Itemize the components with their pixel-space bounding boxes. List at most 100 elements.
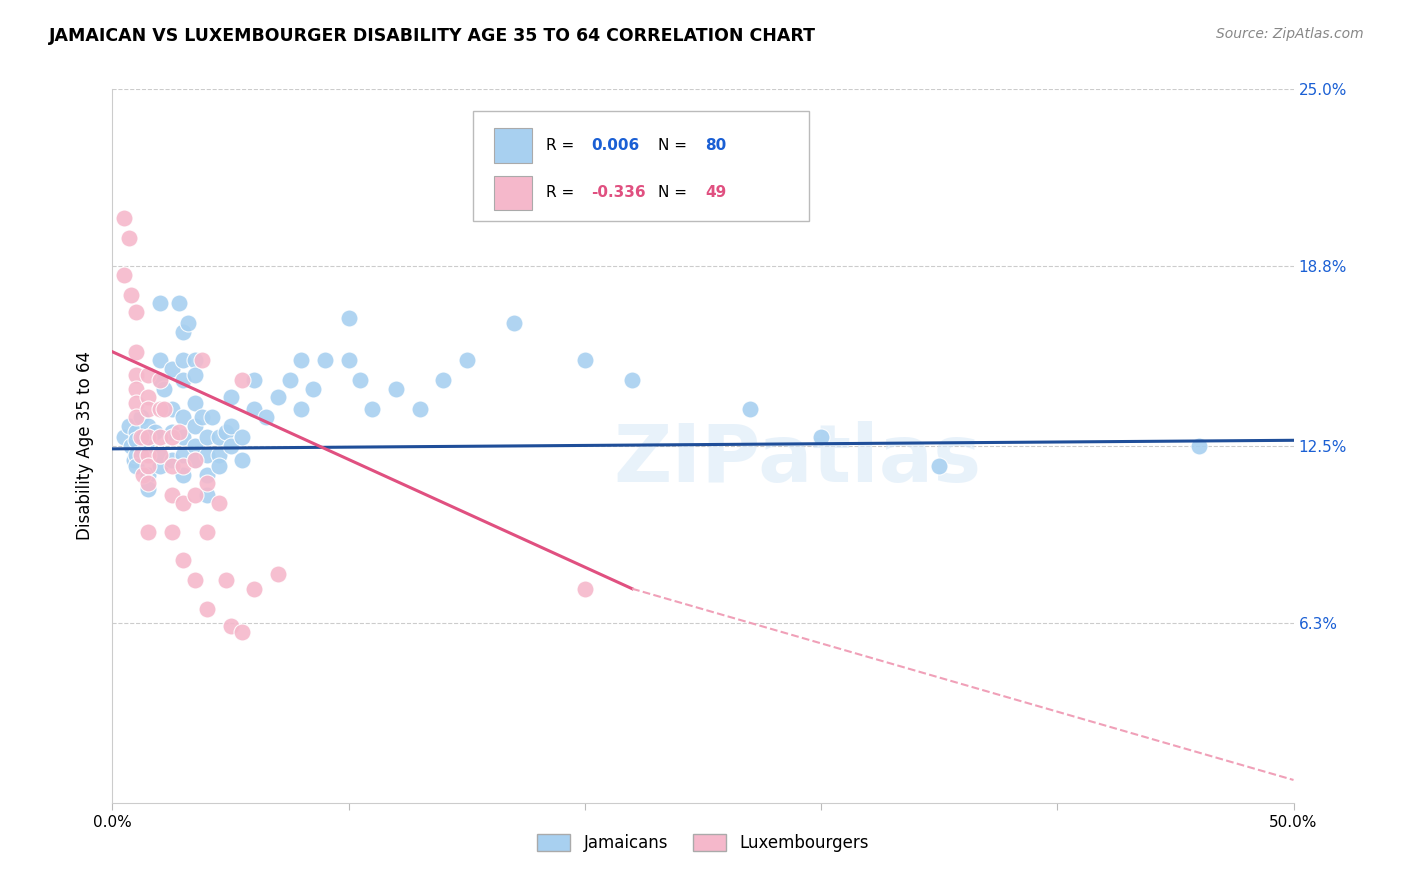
Text: ZIPatlas: ZIPatlas [613, 421, 981, 500]
Point [243, 373, 266, 387]
Point [177, 316, 200, 330]
Point [149, 353, 172, 368]
Point [191, 410, 214, 425]
Point [136, 476, 159, 491]
Point [149, 458, 172, 473]
Point [160, 458, 183, 473]
Point [136, 401, 159, 416]
Point [172, 430, 194, 444]
Y-axis label: Disability Age 35 to 64: Disability Age 35 to 64 [76, 351, 94, 541]
Point [172, 467, 194, 482]
Point [267, 391, 290, 405]
Point [149, 430, 172, 444]
Point [136, 524, 159, 539]
Point [184, 396, 207, 410]
Point [243, 582, 266, 596]
Point [267, 567, 290, 582]
Point [125, 458, 148, 473]
Point [118, 419, 141, 434]
Point [219, 439, 242, 453]
Point [125, 448, 148, 462]
Point [201, 410, 224, 425]
Point [136, 419, 159, 434]
Point [125, 305, 148, 319]
Point [122, 453, 145, 467]
Point [172, 353, 194, 368]
Point [208, 448, 231, 462]
Point [184, 453, 207, 467]
Point [195, 524, 218, 539]
Point [125, 410, 148, 425]
Point [136, 482, 159, 496]
Point [195, 430, 218, 444]
Point [112, 268, 135, 282]
Point [290, 353, 312, 368]
Point [120, 287, 142, 301]
Point [149, 448, 172, 462]
Point [132, 430, 155, 444]
Point [160, 487, 183, 501]
Point [125, 344, 148, 359]
Point [337, 353, 360, 368]
Point [153, 382, 176, 396]
Point [208, 458, 231, 473]
Point [136, 430, 159, 444]
Point [208, 430, 231, 444]
Point [231, 453, 253, 467]
Point [215, 573, 238, 587]
Point [574, 582, 596, 596]
Point [184, 439, 207, 453]
Text: 0.006: 0.006 [591, 138, 640, 153]
Point [149, 373, 172, 387]
Point [243, 401, 266, 416]
Point [112, 430, 135, 444]
Point [160, 430, 183, 444]
Point [129, 430, 152, 444]
Text: R =: R = [546, 186, 579, 200]
Point [302, 382, 325, 396]
Point [143, 425, 166, 439]
Point [118, 230, 141, 244]
Point [215, 425, 238, 439]
Point [132, 467, 155, 482]
Point [191, 353, 214, 368]
Point [167, 425, 190, 439]
Text: Source: ZipAtlas.com: Source: ZipAtlas.com [1216, 27, 1364, 41]
Point [195, 601, 218, 615]
Point [136, 368, 159, 382]
Point [136, 430, 159, 444]
Text: N =: N = [658, 186, 692, 200]
Point [172, 373, 194, 387]
Point [432, 373, 454, 387]
Point [219, 619, 242, 633]
Point [153, 401, 176, 416]
Point [503, 316, 526, 330]
Point [136, 391, 159, 405]
Point [172, 458, 194, 473]
Point [160, 425, 183, 439]
Point [361, 401, 384, 416]
Point [149, 401, 172, 416]
Point [135, 439, 157, 453]
Point [349, 373, 371, 387]
Point [160, 401, 183, 416]
Point [456, 353, 478, 368]
Point [219, 419, 242, 434]
Point [167, 296, 190, 310]
Point [385, 382, 408, 396]
Point [314, 353, 336, 368]
Point [125, 425, 148, 439]
Text: -0.336: -0.336 [591, 186, 645, 200]
Point [149, 373, 172, 387]
Point [125, 382, 148, 396]
Point [208, 496, 231, 510]
Point [172, 448, 194, 462]
Point [136, 467, 159, 482]
Point [149, 448, 172, 462]
Text: 49: 49 [706, 186, 727, 200]
Point [574, 353, 596, 368]
Point [231, 373, 253, 387]
Text: N =: N = [658, 138, 692, 153]
FancyBboxPatch shape [494, 128, 531, 162]
Point [172, 410, 194, 425]
